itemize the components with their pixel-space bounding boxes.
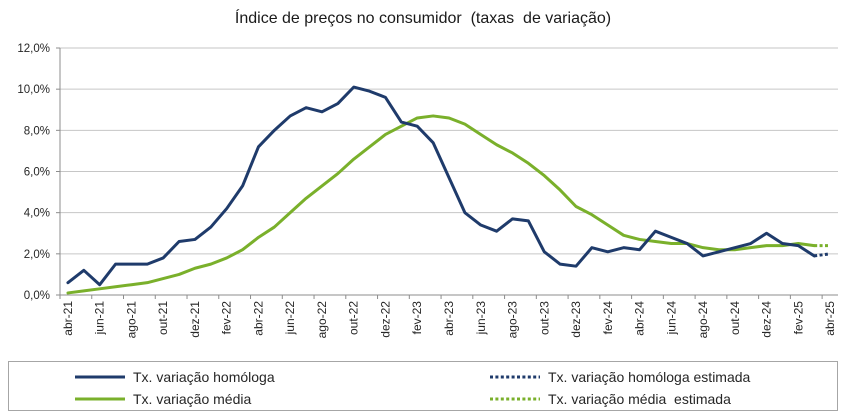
series-lines — [66, 85, 831, 295]
x-tick-label: out-22 — [347, 301, 361, 335]
x-axis-labels: abr-21 jun-21 ago-21 out-21 dez-21 fev-22 abr-… — [61, 301, 837, 339]
axes — [56, 47, 838, 299]
x-tick-label: out-23 — [537, 301, 551, 335]
x-tick-label: jun-23 — [474, 301, 488, 336]
x-tick-label: fev-22 — [220, 301, 234, 335]
x-tick-label: dez-22 — [378, 301, 392, 338]
legend-item: Tx. variação homóloga — [75, 369, 275, 385]
x-tick-label: out-24 — [728, 301, 742, 335]
x-tick-label: abr-22 — [251, 301, 265, 336]
y-axis-labels: 0,0% 2,0% 4,0% 6,0% 8,0% 10,0% 12,0% — [17, 43, 50, 302]
legend: Tx. variação homóloga Tx. variação homól… — [8, 361, 838, 411]
series-line-tx-variacao-homologa-estimada — [813, 252, 831, 258]
legend-item: Tx. variação média estimada — [490, 391, 731, 407]
x-tick-label: fev-23 — [410, 301, 424, 335]
x-tick-label: ago-21 — [124, 301, 138, 339]
x-tick-label: abr-25 — [823, 301, 837, 336]
x-tick-label: ago-23 — [506, 301, 520, 339]
series-line-tx-variacao-homologa — [66, 85, 816, 287]
x-tick-label: abr-23 — [442, 301, 456, 336]
x-tick-label: jun-24 — [664, 301, 678, 336]
x-tick-label: fev-24 — [601, 301, 615, 335]
legend-label: Tx. variação média estimada — [548, 391, 731, 407]
legend-item: Tx. variação homóloga estimada — [490, 369, 751, 385]
y-tick-label: 8,0% — [24, 125, 50, 137]
x-tick-label: jun-21 — [93, 301, 107, 336]
x-tick-label: jun-22 — [283, 301, 297, 336]
x-tick-label: dez-21 — [188, 301, 202, 338]
legend-label: Tx. variação média — [133, 391, 251, 407]
gridlines — [60, 47, 838, 255]
y-tick-label: 4,0% — [24, 208, 50, 220]
legend-item: Tx. variação média — [75, 391, 251, 407]
series-line-tx-variacao-media — [66, 114, 816, 295]
x-tick-label: abr-21 — [61, 301, 75, 336]
x-tick-label: ago-24 — [696, 301, 710, 339]
x-tick-label: dez-24 — [760, 301, 774, 338]
y-tick-label: 2,0% — [24, 249, 50, 261]
y-tick-label: 0,0% — [24, 290, 50, 302]
x-tick-label: out-21 — [156, 301, 170, 335]
legend-box — [8, 361, 838, 411]
x-tick-label: abr-24 — [633, 301, 647, 336]
x-tick-label: fev-25 — [791, 301, 805, 335]
legend-label: Tx. variação homóloga — [133, 369, 275, 385]
x-tick-label: dez-23 — [569, 301, 583, 338]
legend-label: Tx. variação homóloga estimada — [548, 369, 751, 385]
x-tick-label: ago-22 — [315, 301, 329, 339]
y-tick-label: 12,0% — [17, 43, 50, 55]
chart-title: Índice de preços no consumidor (taxas de… — [235, 8, 611, 27]
y-tick-label: 10,0% — [17, 84, 50, 96]
y-tick-label: 6,0% — [24, 167, 50, 179]
